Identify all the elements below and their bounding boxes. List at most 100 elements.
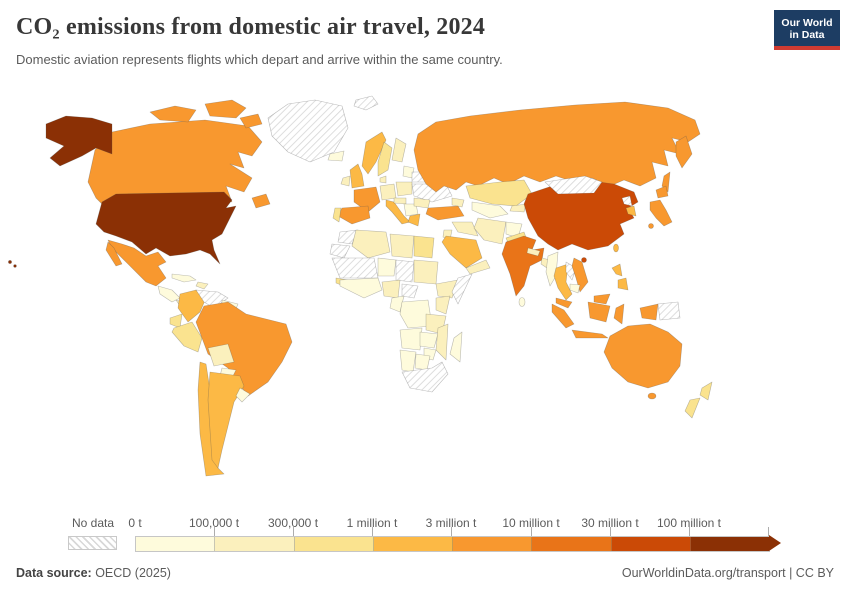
country-libya[interactable] — [389, 233, 415, 259]
country-mongolia[interactable] — [544, 175, 603, 195]
country-romania[interactable] — [413, 197, 431, 209]
country-ireland[interactable] — [340, 175, 351, 187]
country-algeria[interactable] — [351, 229, 391, 259]
country-greece[interactable] — [407, 213, 421, 227]
legend-bin-3[interactable] — [294, 537, 374, 551]
country-indonesia-papua[interactable] — [639, 303, 659, 321]
country-morocco[interactable] — [337, 229, 359, 245]
country-portugal[interactable] — [332, 207, 342, 223]
country-canada-arctic-1[interactable] — [149, 105, 197, 123]
country-iran[interactable] — [473, 217, 507, 245]
country-japan[interactable] — [649, 199, 673, 227]
country-mexico[interactable] — [107, 239, 167, 287]
country-south-korea[interactable] — [625, 205, 637, 217]
country-denmark[interactable] — [379, 175, 387, 184]
country-madagascar[interactable] — [449, 331, 463, 363]
country-italy[interactable] — [385, 199, 411, 225]
country-taiwan[interactable] — [613, 243, 619, 253]
country-namibia[interactable] — [399, 349, 417, 373]
country-united-states-alaska[interactable] — [45, 115, 113, 167]
country-ethiopia[interactable] — [435, 279, 459, 299]
country-yemen-oman[interactable] — [465, 259, 491, 275]
country-australia-tasmania[interactable] — [647, 392, 657, 400]
country-peru[interactable] — [171, 321, 203, 353]
country-syria-iraq[interactable] — [451, 221, 479, 237]
country-norway[interactable] — [361, 131, 387, 175]
country-austria-switzerland[interactable] — [393, 197, 407, 205]
country-botswana[interactable] — [414, 353, 431, 371]
country-greenland[interactable] — [267, 99, 349, 163]
country-china-hainan[interactable] — [581, 257, 587, 263]
country-chad[interactable] — [395, 259, 415, 283]
legend-bin-7[interactable] — [611, 537, 691, 551]
country-balkans[interactable] — [403, 203, 419, 217]
country-guatemala[interactable] — [157, 285, 181, 303]
country-new-zealand-south[interactable] — [684, 397, 701, 419]
country-russia-kamchatka[interactable] — [675, 135, 693, 169]
country-new-zealand-north[interactable] — [699, 381, 713, 401]
country-central-african-republic[interactable] — [401, 283, 419, 299]
country-united-kingdom[interactable] — [349, 163, 365, 189]
country-caucasus[interactable] — [451, 197, 465, 208]
country-malaysia-borneo[interactable] — [593, 293, 611, 305]
country-nigeria[interactable] — [381, 279, 401, 299]
country-saudi-arabia[interactable] — [441, 235, 483, 269]
country-brazil[interactable] — [195, 301, 293, 397]
country-indonesia-sulawesi[interactable] — [613, 303, 625, 325]
country-indonesia-sumatra[interactable] — [551, 303, 575, 329]
country-kenya[interactable] — [435, 295, 451, 315]
country-russia[interactable] — [413, 101, 701, 193]
country-cameroon-gabon[interactable] — [389, 295, 405, 313]
country-angola[interactable] — [399, 327, 423, 351]
owid-logo[interactable]: Our World in Data — [774, 10, 840, 50]
country-united-states-hawaii-2[interactable] — [13, 264, 17, 268]
country-argentina[interactable] — [207, 371, 245, 469]
country-philippines-mindanao[interactable] — [617, 277, 629, 291]
country-west-africa[interactable] — [339, 277, 383, 299]
country-papua-new-guinea[interactable] — [657, 301, 681, 321]
country-dominican-republic[interactable] — [195, 281, 209, 290]
country-zambia[interactable] — [419, 331, 439, 349]
country-sweden[interactable] — [377, 141, 393, 177]
country-spain[interactable] — [337, 205, 371, 225]
legend-bin-8[interactable] — [690, 537, 769, 551]
country-kazakhstan[interactable] — [465, 179, 533, 207]
country-australia[interactable] — [603, 323, 683, 389]
legend-bin-6[interactable] — [532, 537, 612, 551]
country-uzbekistan-turkmenistan[interactable] — [471, 201, 509, 219]
owid-link[interactable]: OurWorldinData.org/transport — [621, 566, 786, 580]
country-poland[interactable] — [395, 181, 413, 197]
country-indonesia-borneo[interactable] — [587, 301, 611, 323]
country-turkey[interactable] — [425, 205, 465, 221]
country-mexico-baja[interactable] — [105, 241, 123, 267]
country-niger[interactable] — [377, 257, 397, 277]
country-dr-congo[interactable] — [399, 299, 433, 329]
country-japan-hokkaido[interactable] — [655, 185, 669, 199]
license-link[interactable]: CC BY — [795, 566, 834, 580]
country-germany[interactable] — [379, 183, 397, 201]
country-egypt[interactable] — [413, 235, 435, 259]
country-mozambique[interactable] — [435, 323, 449, 361]
country-india[interactable] — [501, 235, 545, 297]
country-sri-lanka[interactable] — [518, 297, 526, 307]
country-cambodia[interactable] — [569, 283, 581, 294]
country-mauritania-mali[interactable] — [331, 257, 379, 279]
country-japan-kyushu[interactable] — [648, 223, 654, 229]
country-united-states[interactable] — [95, 191, 237, 265]
legend-no-data-swatch[interactable] — [68, 536, 117, 550]
country-north-korea[interactable] — [621, 195, 633, 207]
country-iceland[interactable] — [327, 150, 345, 162]
country-france[interactable] — [353, 186, 381, 213]
country-svalbard[interactable] — [353, 95, 379, 111]
country-canada-arctic-3[interactable] — [239, 113, 263, 129]
country-south-africa[interactable] — [401, 361, 449, 393]
country-kyrgyzstan[interactable] — [509, 203, 527, 213]
country-cuba[interactable] — [171, 273, 197, 283]
country-western-sahara[interactable] — [329, 243, 351, 259]
country-philippines-luzon[interactable] — [611, 263, 623, 277]
country-sudan[interactable] — [413, 259, 439, 285]
country-nepal[interactable] — [526, 247, 541, 257]
legend-bin-2[interactable] — [215, 537, 295, 551]
country-bolivia[interactable] — [207, 343, 235, 367]
country-finland[interactable] — [391, 137, 407, 163]
